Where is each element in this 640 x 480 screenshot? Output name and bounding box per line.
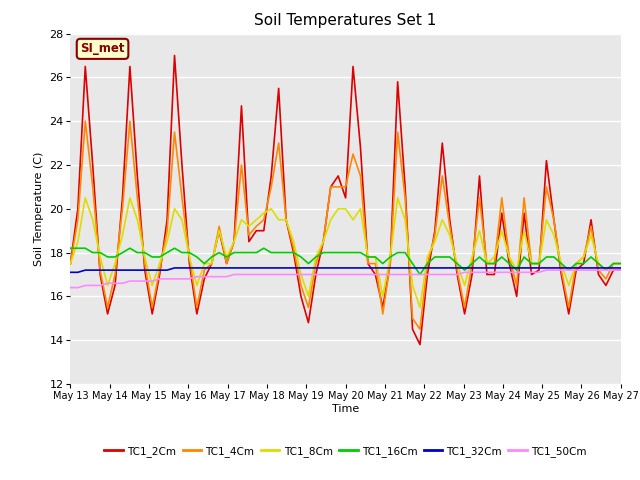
TC1_4Cm bbox=[572, 261, 580, 266]
TC1_4Cm bbox=[513, 283, 520, 288]
TC1_4Cm bbox=[81, 119, 89, 124]
TC1_8Cm bbox=[498, 228, 506, 234]
TC1_8Cm bbox=[81, 195, 89, 201]
TC1_2Cm bbox=[520, 210, 528, 216]
TC1_16Cm bbox=[111, 254, 119, 260]
TC1_50Cm bbox=[543, 267, 550, 273]
TC1_32Cm bbox=[490, 265, 498, 271]
TC1_50Cm bbox=[483, 269, 491, 275]
TC1_16Cm bbox=[565, 267, 573, 273]
TC1_16Cm bbox=[490, 261, 498, 266]
TC1_16Cm bbox=[617, 261, 625, 266]
Line: TC1_50Cm: TC1_50Cm bbox=[70, 270, 621, 288]
TC1_32Cm bbox=[528, 265, 536, 271]
TC1_4Cm bbox=[498, 195, 506, 201]
TC1_50Cm bbox=[111, 280, 119, 286]
TC1_32Cm bbox=[617, 265, 625, 271]
TC1_8Cm bbox=[617, 261, 625, 266]
TC1_4Cm bbox=[617, 261, 625, 266]
Y-axis label: Soil Temperature (C): Soil Temperature (C) bbox=[34, 152, 44, 266]
TC1_4Cm bbox=[118, 206, 126, 212]
TC1_8Cm bbox=[572, 261, 580, 266]
TC1_16Cm bbox=[506, 261, 513, 266]
Title: Soil Temperatures Set 1: Soil Temperatures Set 1 bbox=[255, 13, 436, 28]
TC1_50Cm bbox=[565, 267, 573, 273]
TC1_50Cm bbox=[617, 267, 625, 273]
Legend: TC1_2Cm, TC1_4Cm, TC1_8Cm, TC1_16Cm, TC1_32Cm, TC1_50Cm: TC1_2Cm, TC1_4Cm, TC1_8Cm, TC1_16Cm, TC1… bbox=[100, 442, 591, 461]
TC1_8Cm bbox=[535, 261, 543, 266]
TC1_32Cm bbox=[67, 269, 74, 275]
TC1_16Cm bbox=[416, 272, 424, 277]
Line: TC1_32Cm: TC1_32Cm bbox=[70, 268, 621, 272]
TC1_32Cm bbox=[513, 265, 520, 271]
TC1_16Cm bbox=[67, 245, 74, 251]
TC1_2Cm bbox=[498, 210, 506, 216]
TC1_32Cm bbox=[506, 265, 513, 271]
TC1_4Cm bbox=[67, 261, 74, 266]
TC1_32Cm bbox=[171, 265, 179, 271]
TC1_8Cm bbox=[416, 304, 424, 310]
TC1_50Cm bbox=[67, 285, 74, 290]
TC1_32Cm bbox=[565, 265, 573, 271]
TC1_16Cm bbox=[528, 261, 536, 266]
TC1_4Cm bbox=[520, 195, 528, 201]
TC1_2Cm bbox=[111, 283, 119, 288]
TC1_2Cm bbox=[535, 267, 543, 273]
TC1_32Cm bbox=[111, 267, 119, 273]
TC1_8Cm bbox=[118, 232, 126, 238]
TC1_50Cm bbox=[506, 269, 513, 275]
TC1_50Cm bbox=[498, 269, 506, 275]
TC1_8Cm bbox=[513, 267, 520, 273]
TC1_2Cm bbox=[67, 261, 74, 266]
TC1_8Cm bbox=[67, 261, 74, 266]
TC1_2Cm bbox=[416, 342, 424, 348]
TC1_8Cm bbox=[520, 228, 528, 234]
TC1_4Cm bbox=[535, 261, 543, 266]
TC1_50Cm bbox=[520, 269, 528, 275]
TC1_2Cm bbox=[572, 267, 580, 273]
TC1_2Cm bbox=[513, 293, 520, 300]
Line: TC1_4Cm: TC1_4Cm bbox=[70, 121, 621, 329]
TC1_2Cm bbox=[171, 53, 179, 59]
Line: TC1_2Cm: TC1_2Cm bbox=[70, 56, 621, 345]
Line: TC1_16Cm: TC1_16Cm bbox=[70, 248, 621, 275]
TC1_2Cm bbox=[617, 267, 625, 273]
TC1_4Cm bbox=[416, 326, 424, 332]
X-axis label: Time: Time bbox=[332, 404, 359, 414]
Line: TC1_8Cm: TC1_8Cm bbox=[70, 198, 621, 307]
TC1_16Cm bbox=[513, 267, 520, 273]
Text: SI_met: SI_met bbox=[80, 42, 125, 55]
